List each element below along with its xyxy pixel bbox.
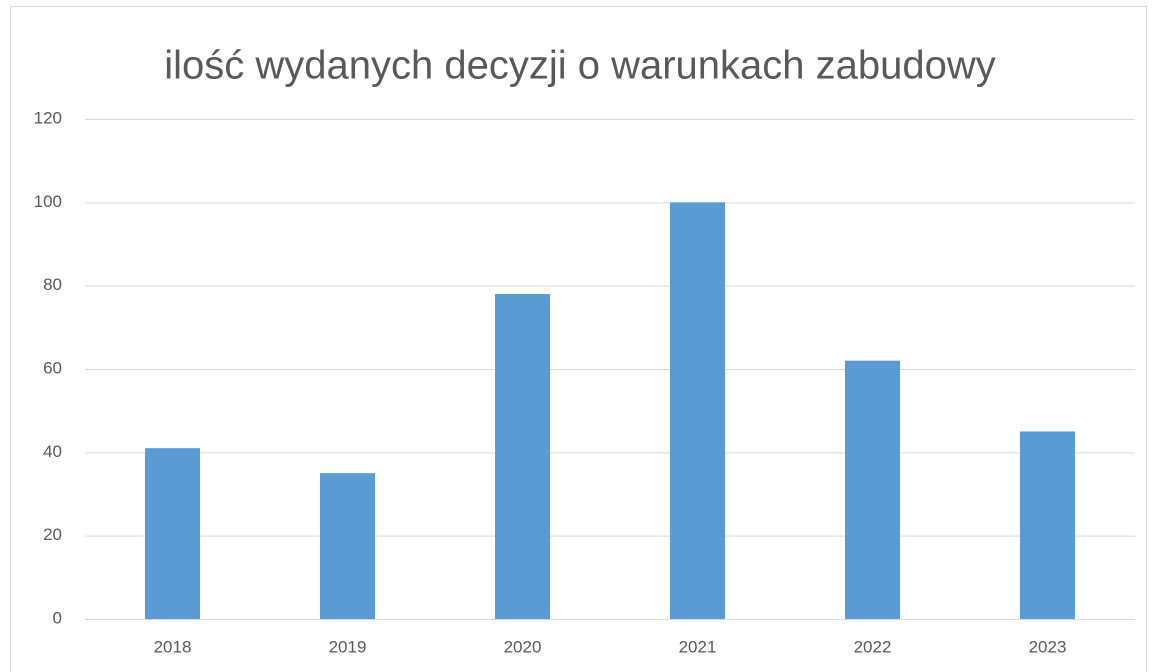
chart-title: ilość wydanych decyzji o warunkach zabud… (164, 44, 996, 88)
x-tick-label: 2021 (679, 637, 717, 656)
x-tick-label: 2020 (504, 637, 542, 656)
y-tick-label: 100 (34, 192, 62, 211)
y-tick-label: 0 (53, 608, 62, 627)
y-tick-label: 20 (43, 525, 62, 544)
bar (845, 360, 900, 619)
bar (670, 202, 725, 620)
x-tick-label: 2019 (329, 637, 367, 656)
bar (320, 473, 375, 619)
y-tick-label: 120 (34, 108, 62, 127)
y-tick-label: 60 (43, 358, 62, 377)
y-tick-label: 40 (43, 442, 62, 461)
x-tick-label: 2023 (1029, 637, 1067, 656)
bar (145, 448, 200, 619)
bar (495, 294, 550, 619)
bar (1020, 431, 1075, 619)
y-tick-label: 80 (43, 275, 62, 294)
x-tick-label: 2022 (854, 637, 892, 656)
x-tick-label: 2018 (154, 637, 192, 656)
